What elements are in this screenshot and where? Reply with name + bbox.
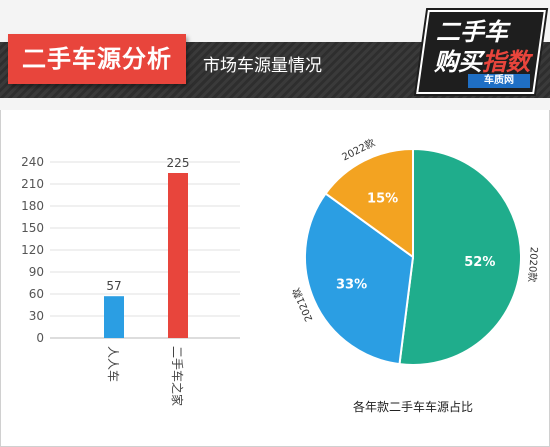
y-tick-label: 120 [21,243,44,257]
y-tick-label: 240 [21,155,44,169]
x-category-label: 二手车之家 [170,346,185,406]
logo: 二手车 购买指数 车质网 [414,2,546,104]
page-title: 二手车源分析 [8,34,186,84]
y-tick-label: 0 [36,331,44,345]
pie-value-label: 33% [336,278,367,293]
bar [104,296,124,338]
pie-category-label: 2020款 [526,246,541,282]
bar-data-label: 225 [167,156,190,170]
y-tick-label: 210 [21,177,44,191]
bar-data-label: 57 [106,279,121,293]
pie-value-label: 52% [464,255,495,270]
pie-value-label: 15% [367,191,398,206]
bar [168,173,188,338]
pie-slice [324,147,414,259]
y-tick-label: 150 [21,221,44,235]
logo-line2-white: 购买 [434,48,482,76]
y-tick-label: 90 [29,265,44,279]
pie-slice [304,192,415,366]
logo-line2-red: 指数 [482,48,530,76]
header: 二手车源分析 市场车源量情况 二手车 购买指数 车质网 [0,0,550,110]
logo-line2: 购买指数 [434,42,530,77]
logo-sub: 车质网 [468,74,530,88]
pie-title: 各年款二手车车源占比 [353,399,473,414]
logo-line1: 二手车 [436,18,508,46]
x-category-label: 人人车 [106,346,121,382]
page-subtitle: 市场车源量情况 [203,56,322,76]
y-tick-label: 30 [29,309,44,323]
y-tick-label: 60 [29,287,44,301]
pie-slice [398,147,522,366]
y-tick-label: 180 [21,199,44,213]
